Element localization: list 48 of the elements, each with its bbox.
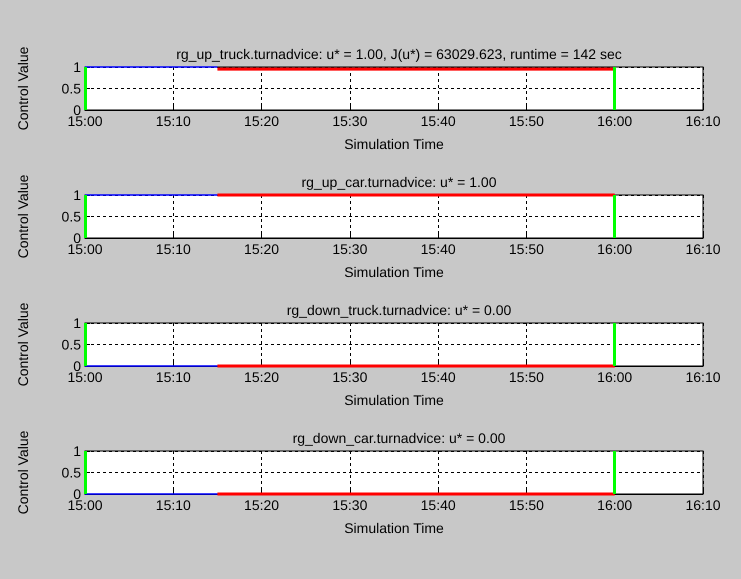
x-tick-label: 15:10: [156, 497, 192, 513]
x-tick-label: 15:20: [244, 241, 280, 257]
x-tick-label: 15:40: [420, 369, 456, 385]
x-tick-label: 15:50: [508, 369, 544, 385]
x-axis-title: Simulation Time: [344, 136, 444, 152]
x-tick-label: 15:40: [420, 241, 456, 257]
y-axis-title: Control Value: [15, 302, 31, 386]
x-axis-title: Simulation Time: [344, 264, 444, 280]
x-tick-label: 16:00: [597, 241, 632, 257]
y-tick-label: 0.5: [62, 208, 82, 224]
x-tick-label: 15:20: [244, 497, 280, 513]
x-tick-label: 15:40: [420, 497, 456, 513]
x-tick-label: 15:40: [420, 113, 456, 129]
y-axis-title: Control Value: [15, 174, 31, 258]
x-tick-label: 16:00: [597, 497, 632, 513]
y-tick-label: 1: [73, 187, 82, 203]
x-tick-label: 15:50: [508, 241, 544, 257]
x-tick-label: 15:30: [332, 113, 368, 129]
x-axis-title: Simulation Time: [344, 520, 444, 536]
y-axis-title: Control Value: [15, 430, 31, 514]
chart-title: rg_up_car.turnadvice: u* = 1.00: [302, 174, 497, 190]
x-tick-label: 16:10: [685, 369, 721, 385]
y-tick-label: 0.5: [62, 336, 82, 352]
y-axis-title: Control Value: [15, 46, 31, 130]
x-tick-label: 15:50: [508, 113, 544, 129]
x-tick-label: 15:30: [332, 497, 368, 513]
x-tick-label: 15:10: [156, 241, 192, 257]
chart-title: rg_down_car.turnadvice: u* = 0.00: [292, 430, 506, 446]
x-tick-label: 16:00: [597, 113, 632, 129]
x-tick-label: 15:20: [244, 113, 280, 129]
y-tick-label: 0.5: [62, 80, 82, 96]
x-tick-label: 16:10: [685, 497, 721, 513]
y-tick-label: 1: [73, 315, 82, 331]
y-tick-label: 0.5: [62, 464, 82, 480]
x-tick-label: 15:10: [156, 113, 192, 129]
x-tick-label: 15:30: [332, 241, 368, 257]
x-tick-label: 16:00: [597, 369, 632, 385]
x-tick-label: 15:10: [156, 369, 192, 385]
y-tick-label: 1: [73, 443, 82, 459]
y-tick-label: 1: [73, 59, 82, 75]
x-tick-label: 15:50: [508, 497, 544, 513]
x-tick-label: 15:20: [244, 369, 280, 385]
chart-title: rg_up_truck.turnadvice: u* = 1.00, J(u*) = 63029.623, runtime = 142 sec: [176, 46, 622, 62]
x-tick-label: 15:30: [332, 369, 368, 385]
x-tick-label: 16:10: [685, 113, 721, 129]
x-tick-label: 16:10: [685, 241, 721, 257]
x-axis-title: Simulation Time: [344, 392, 444, 408]
chart-title: rg_down_truck.turnadvice: u* = 0.00: [286, 302, 512, 318]
